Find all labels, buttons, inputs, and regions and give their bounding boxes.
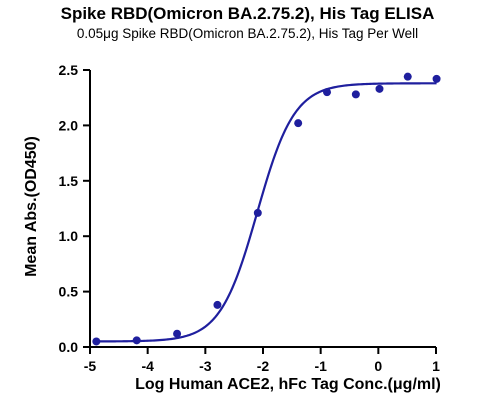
x-tick-label: 0 — [374, 358, 382, 374]
y-axis-label: Mean Abs.(OD450) — [23, 136, 40, 277]
x-tick-label: 1 — [432, 358, 440, 374]
data-point — [351, 90, 360, 99]
data-points — [92, 72, 441, 346]
x-tick-label: -2 — [257, 358, 270, 374]
data-point — [132, 336, 141, 345]
data-point — [323, 88, 332, 97]
fit-curve — [96, 82, 437, 343]
chart-title: Spike RBD(Omicron BA.2.75.2), His Tag EL… — [60, 4, 435, 23]
chart-subtitle: 0.05μg Spike RBD(Omicron BA.2.75.2), His… — [76, 26, 419, 41]
x-tick-label: -3 — [199, 358, 212, 374]
y-tick-label: 2.5 — [59, 62, 79, 78]
y-tick-label: 2.0 — [59, 117, 79, 133]
y-tick-label: 0.5 — [59, 284, 79, 300]
y-tick-label: 0.0 — [59, 339, 79, 355]
x-tick-label: -1 — [314, 358, 327, 374]
data-point — [294, 119, 303, 128]
data-point — [253, 208, 262, 217]
x-tick-label: -4 — [141, 358, 154, 374]
axes: 0.0 0.5 1.0 1.5 2.0 2.5 -5 -4 -3 -2 -1 0 1 — [59, 62, 441, 374]
data-point — [92, 337, 101, 346]
fit-curve-group — [96, 82, 437, 343]
data-point — [213, 300, 222, 309]
data-point — [375, 84, 384, 93]
y-tick-label: 1.5 — [59, 173, 79, 189]
y-tick-label: 1.0 — [59, 228, 79, 244]
data-point — [173, 329, 182, 338]
x-axis-label: Log Human ACE2, hFc Tag Conc.(μg/ml) — [135, 376, 441, 393]
data-point — [403, 72, 412, 81]
data-point — [432, 74, 441, 83]
x-tick-label: -5 — [84, 358, 97, 374]
